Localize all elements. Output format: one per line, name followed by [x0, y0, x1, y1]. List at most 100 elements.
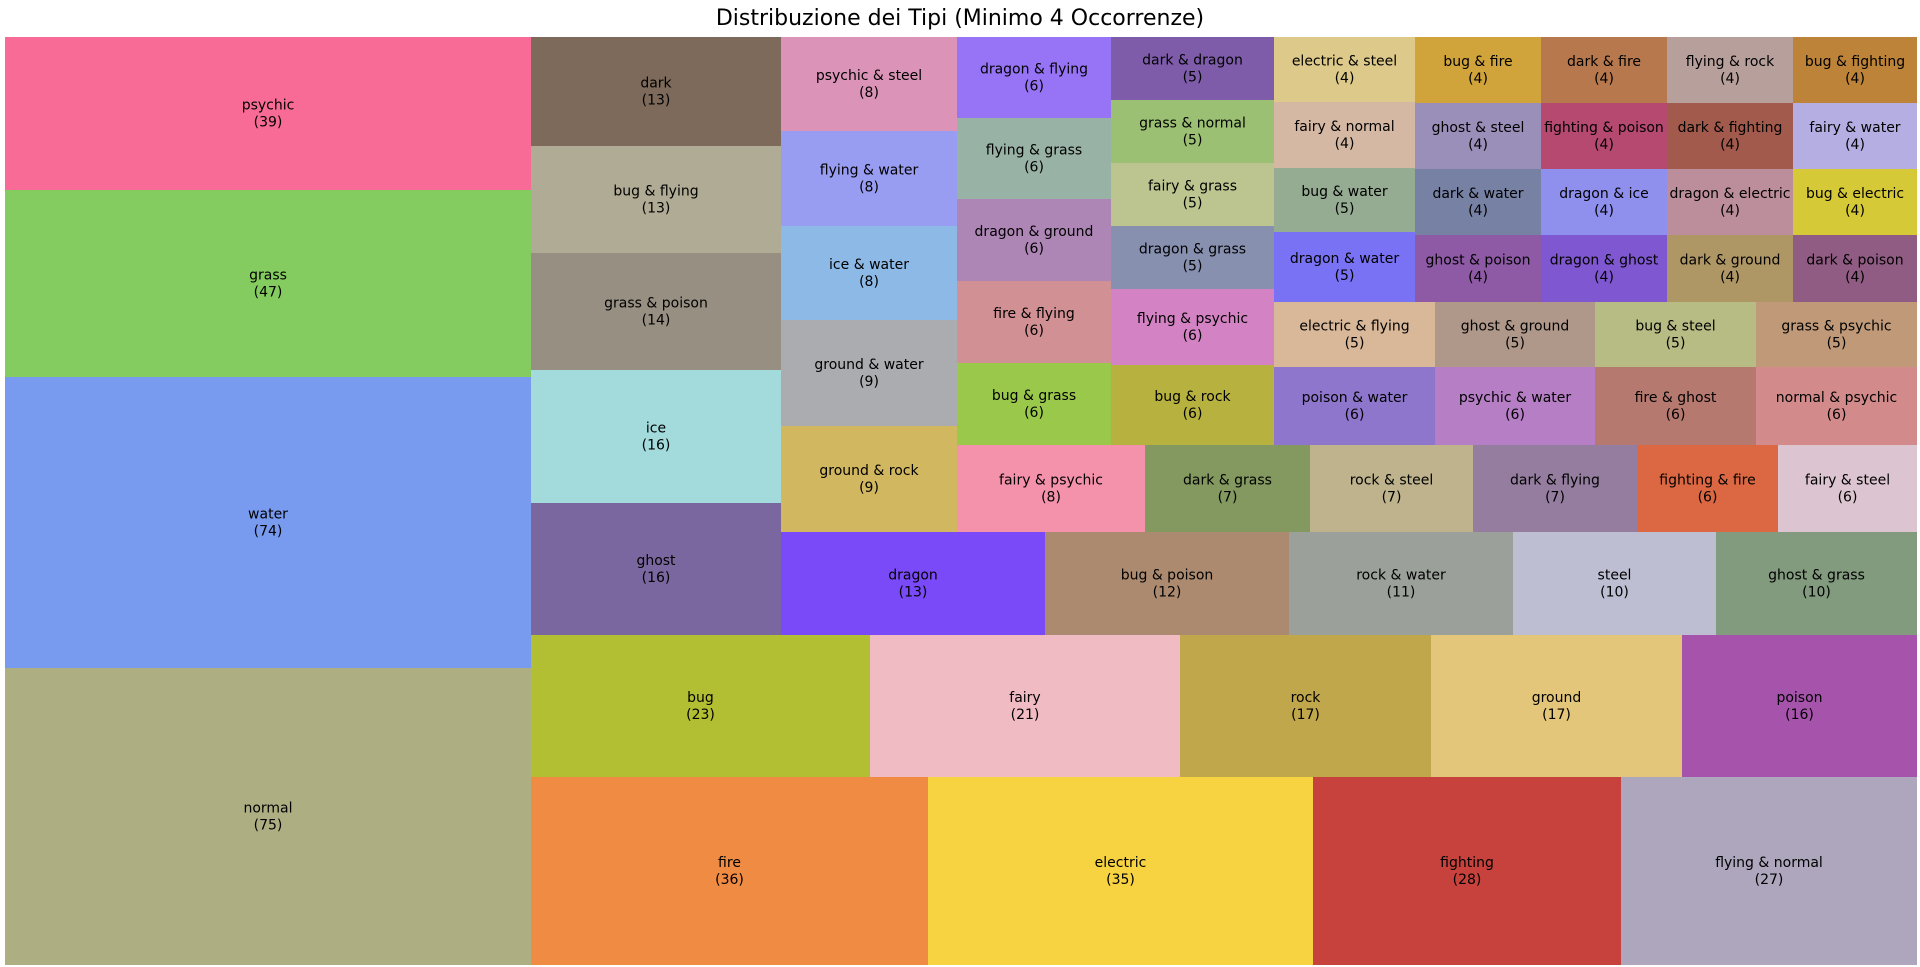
tile-fighting: fighting(28): [1313, 777, 1621, 965]
tile-label: grass & poison: [604, 296, 708, 312]
tile-rect: [1541, 103, 1667, 169]
tile-label: dark & flying: [1510, 473, 1600, 489]
tile-label: dragon & ground: [975, 224, 1094, 240]
tile-ground-rock: ground & rock(9): [781, 426, 957, 532]
tile-label: water: [248, 507, 288, 523]
tile-bug-steel: bug & steel(5): [1595, 302, 1756, 367]
tile-value: (5): [1183, 133, 1203, 149]
tile-rect: [1415, 235, 1541, 302]
tile-rect: [1045, 532, 1289, 635]
tile-grass-poison: grass & poison(14): [531, 253, 781, 370]
tile-fairy-grass: fairy & grass(5): [1111, 163, 1274, 226]
tile-rect: [1637, 445, 1778, 532]
tile-label: dark & grass: [1183, 473, 1272, 489]
tile-label: ground & rock: [819, 463, 919, 479]
tile-label: grass & psychic: [1781, 319, 1891, 335]
tile-label: dark & fire: [1567, 54, 1641, 70]
tile-rect: [1111, 37, 1274, 100]
tile-value: (10): [1600, 585, 1629, 601]
tile-value: (6): [1183, 328, 1203, 344]
tile-rect: [957, 281, 1111, 363]
tile-ground: ground(17): [1431, 635, 1682, 777]
tile-rect: [5, 377, 531, 668]
tile-label: bug & water: [1301, 184, 1388, 200]
tile-value: (6): [1024, 405, 1044, 421]
tile-ghost-steel: ghost & steel(4): [1415, 103, 1541, 169]
tile-rect: [1756, 367, 1917, 445]
tile-label: rock & steel: [1350, 473, 1434, 489]
chart-title: Distribuzione dei Tipi (Minimo 4 Occorre…: [715, 6, 1205, 31]
tile-rect: [1274, 367, 1435, 445]
tile-label: flying & psychic: [1137, 311, 1248, 327]
tile-flying-water: flying & water(8): [781, 131, 957, 226]
tile-value: (4): [1594, 270, 1614, 286]
tile-rect: [928, 777, 1313, 965]
tile-value: (23): [686, 707, 715, 723]
tile-label: ghost & grass: [1768, 568, 1865, 584]
tile-label: bug & poison: [1121, 568, 1214, 584]
tile-fairy-psychic: fairy & psychic(8): [957, 445, 1145, 532]
tile-label: ghost: [636, 553, 676, 569]
tile-label: dark: [640, 76, 672, 92]
tile-rect: [1111, 226, 1274, 289]
tile-dark-dragon: dark & dragon(5): [1111, 37, 1274, 100]
tile-value: (6): [1183, 406, 1203, 422]
tile-label: dark & dragon: [1142, 53, 1243, 69]
tile-rect: [957, 199, 1111, 281]
tile-value: (12): [1153, 585, 1182, 601]
tile-value: (36): [715, 872, 744, 888]
tile-electric-flying: electric & flying(5): [1274, 302, 1435, 367]
tile-value: (27): [1755, 872, 1784, 888]
tile-electric-steel: electric & steel(4): [1274, 37, 1415, 102]
tile-dragon-ghost: dragon & ghost(4): [1541, 235, 1667, 302]
tile-rect: [1793, 103, 1917, 169]
tile-label: dark & water: [1432, 186, 1523, 202]
tile-rect: [957, 118, 1111, 199]
tile-dark-fighting: dark & fighting(4): [1667, 103, 1793, 169]
tile-label: fire: [718, 855, 741, 871]
tile-rect: [1667, 235, 1793, 302]
tile-rect: [1595, 367, 1756, 445]
tile-value: (5): [1335, 201, 1355, 217]
tile-dragon-water: dragon & water(5): [1274, 232, 1415, 302]
tile-rect: [1180, 635, 1431, 777]
tile-label: fairy: [1009, 690, 1040, 706]
tile-fire-ghost: fire & ghost(6): [1595, 367, 1756, 445]
tile-label: flying & water: [820, 163, 919, 179]
tile-rect: [531, 253, 781, 370]
tile-label: fairy & steel: [1805, 473, 1890, 489]
tile-rect: [1111, 365, 1274, 445]
tile-rect: [1667, 169, 1793, 235]
tile-value: (14): [642, 313, 671, 329]
tile-label: psychic & steel: [816, 68, 922, 84]
tile-label: normal & psychic: [1776, 390, 1898, 406]
tile-value: (4): [1468, 203, 1488, 219]
tile-label: fairy & normal: [1294, 119, 1394, 135]
tile-grass-normal: grass & normal(5): [1111, 100, 1274, 163]
tile-label: fairy & psychic: [999, 473, 1103, 489]
tile-rect: [1667, 37, 1793, 103]
tile-dragon-electric: dragon & electric(4): [1667, 169, 1793, 235]
tile-rect: [1111, 100, 1274, 163]
tile-value: (4): [1468, 270, 1488, 286]
tile-label: ghost & poison: [1426, 253, 1531, 269]
tile-bug-fire: bug & fire(4): [1415, 37, 1541, 103]
tile-ice: ice(16): [531, 370, 781, 503]
tile-label: dragon & grass: [1139, 242, 1246, 258]
tile-label: bug & fighting: [1805, 54, 1905, 70]
tile-flying-rock: flying & rock(4): [1667, 37, 1793, 103]
tile-value: (5): [1183, 70, 1203, 86]
tile-label: fire & ghost: [1635, 390, 1717, 406]
tile-value: (4): [1720, 203, 1740, 219]
tile-label: ground: [1532, 690, 1582, 706]
tile-psychic: psychic(39): [5, 37, 531, 190]
tile-value: (16): [642, 570, 671, 586]
tile-label: ghost & steel: [1432, 120, 1525, 136]
tile-label: poison & water: [1302, 390, 1408, 406]
tile-value: (4): [1594, 203, 1614, 219]
tile-value: (6): [1024, 323, 1044, 339]
tile-rect: [1541, 37, 1667, 103]
tile-rect: [1716, 532, 1917, 635]
tile-value: (8): [1041, 490, 1061, 506]
tile-value: (39): [254, 115, 283, 131]
